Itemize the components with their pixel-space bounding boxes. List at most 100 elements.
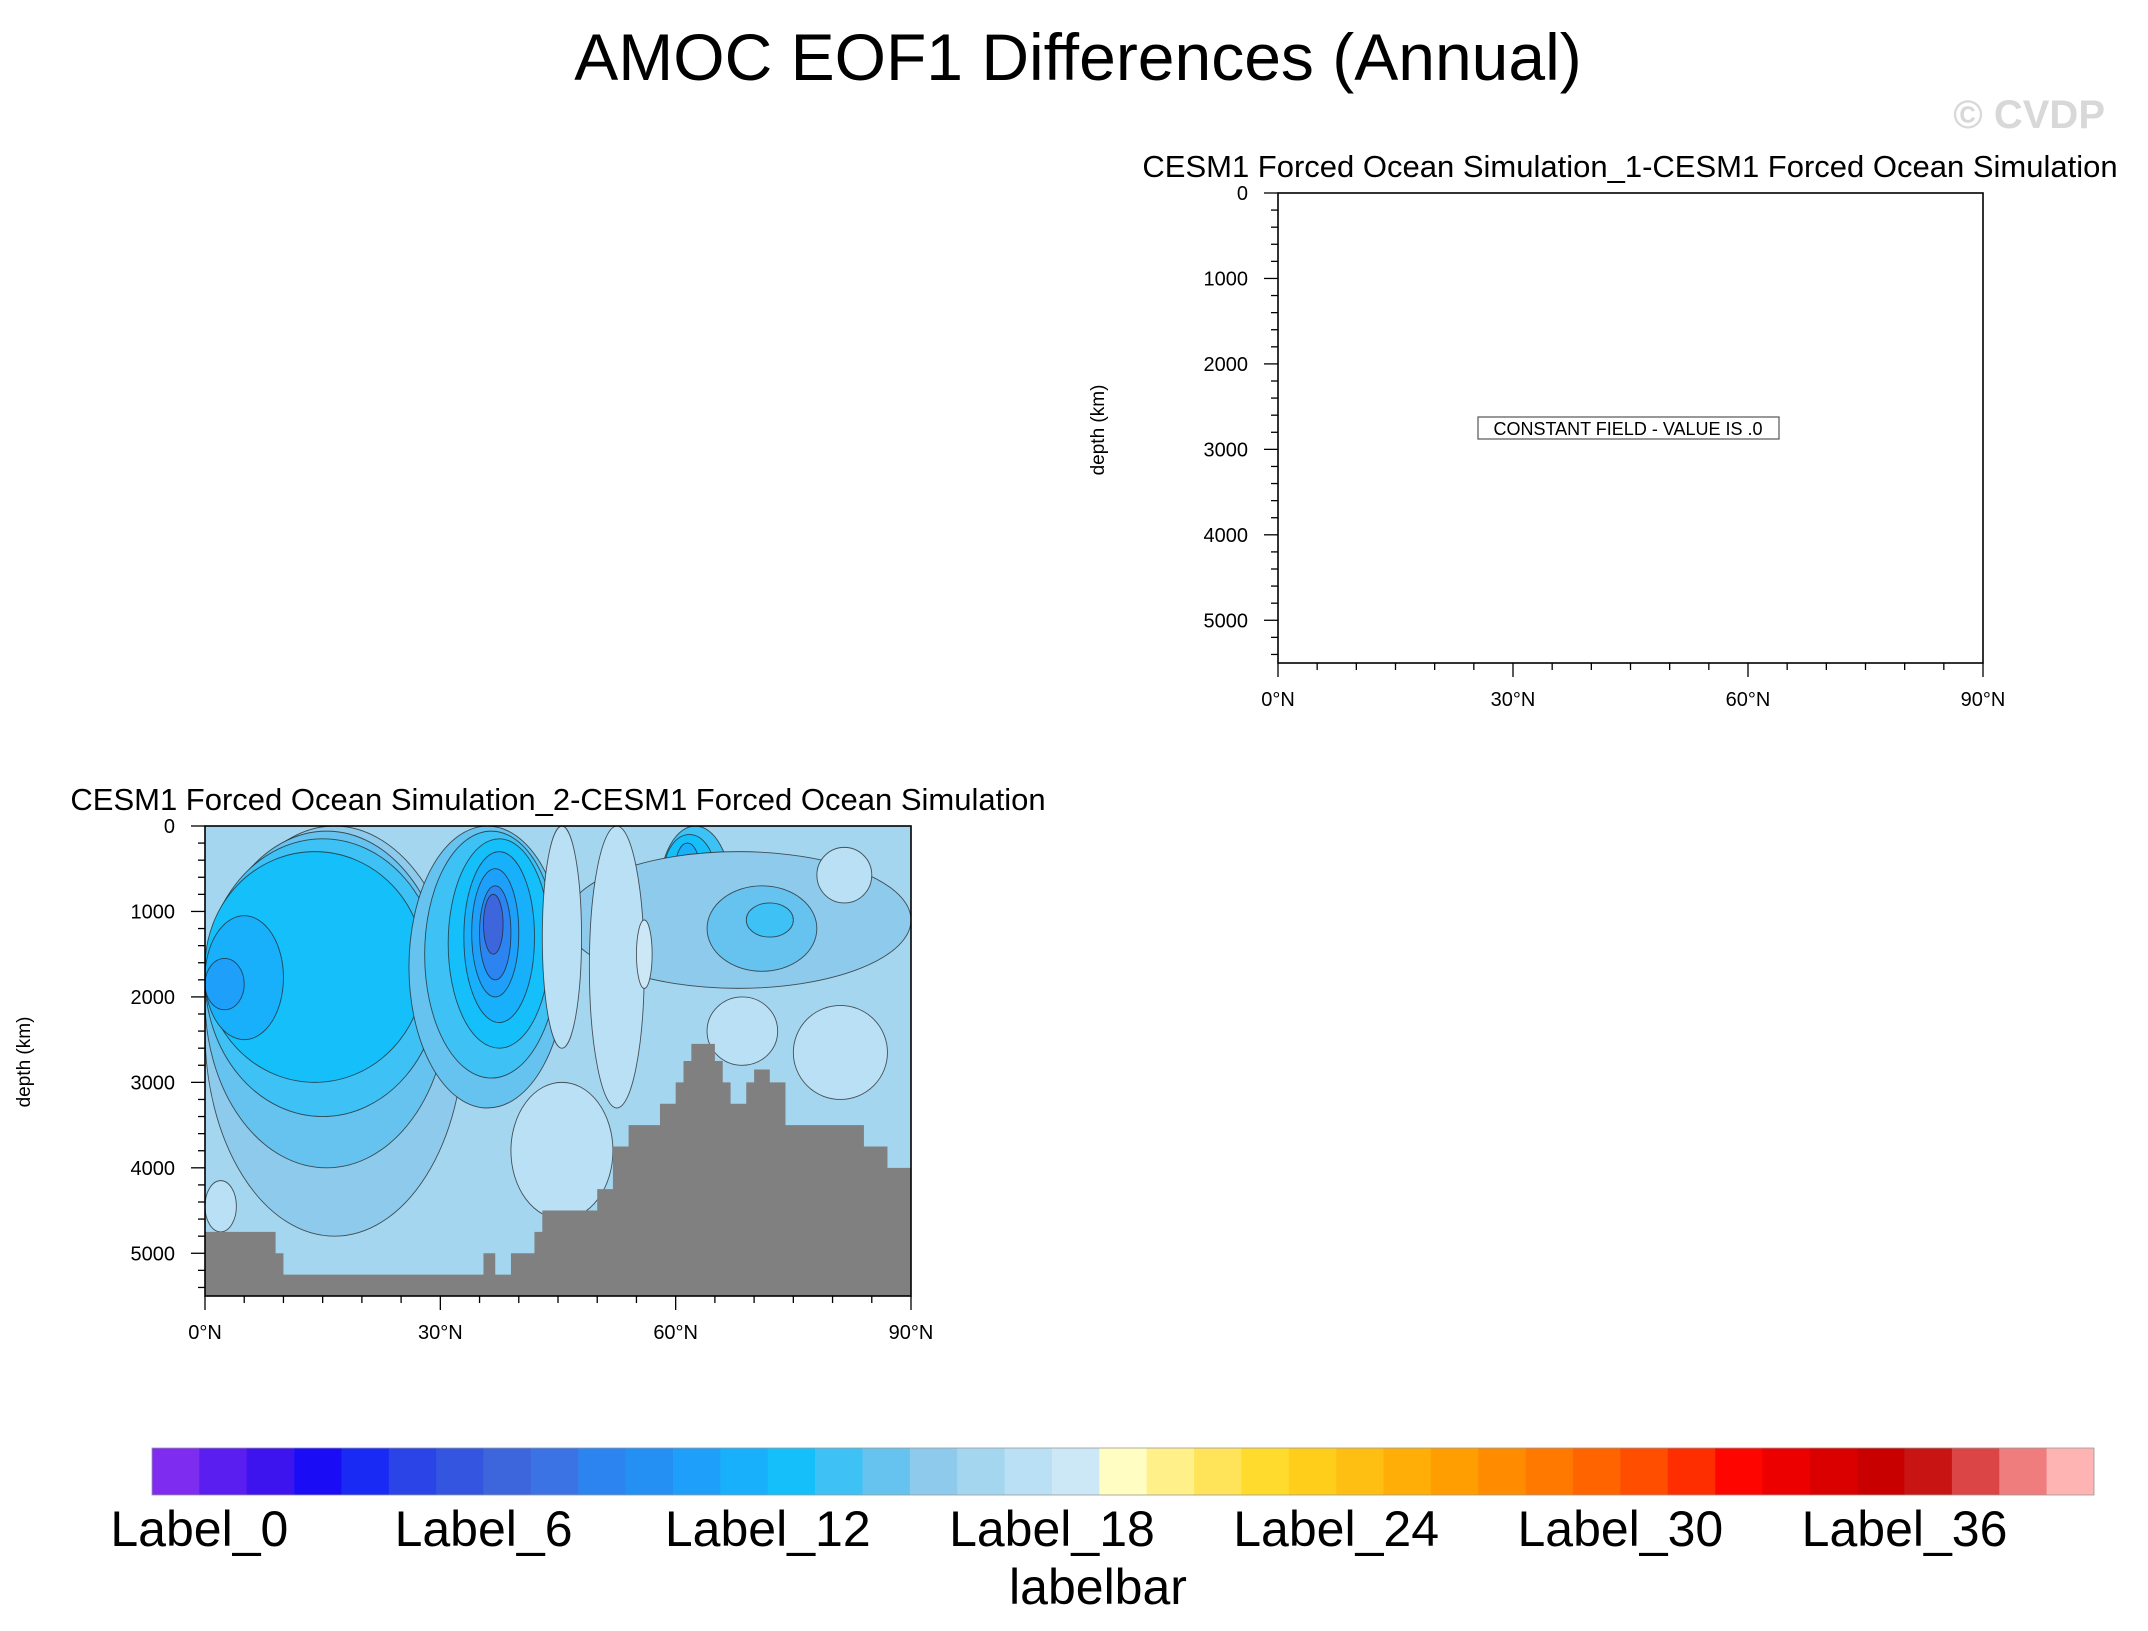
panel-1-y-tick-label: 4000: [1204, 525, 1249, 547]
panel-2-contour-region-12: [483, 893, 504, 955]
main-title: AMOC EOF1 Differences (Annual): [574, 20, 1581, 94]
panel-1-y-tick-label: 5000: [1204, 610, 1249, 632]
panel-1-y-tick-label: 3000: [1204, 439, 1249, 461]
labelbar-swatch: [1809, 1448, 1858, 1495]
labelbar-swatch: [1951, 1448, 2000, 1495]
labelbar-swatch: [1051, 1448, 1100, 1495]
panel-2-bathymetry-mask: [205, 1043, 911, 1296]
panel-1-y-tick-label: 0: [1237, 183, 1248, 205]
panel-2-x-tick-label: 0°N: [188, 1322, 222, 1344]
labelbar-swatch: [294, 1448, 342, 1495]
labelbar-swatch: [530, 1448, 579, 1495]
labelbar-label: Label_12: [665, 1501, 871, 1557]
labelbar-swatch: [1999, 1448, 2047, 1495]
labelbar-swatch: [625, 1448, 674, 1495]
labelbar-swatch: [199, 1448, 248, 1495]
labelbar-swatch: [720, 1448, 769, 1495]
labelbar-swatch: [1715, 1448, 1763, 1495]
labelbar-swatch: [1099, 1448, 1147, 1495]
panel-2-title: CESM1 Forced Ocean Simulation_2-CESM1 Fo…: [70, 782, 1045, 817]
labelbar-swatch: [862, 1448, 911, 1495]
panel-2-y-tick-label: 4000: [131, 1158, 176, 1180]
labelbar-label: Label_0: [110, 1501, 288, 1557]
labelbar-swatch: [1572, 1448, 1621, 1495]
panel-2-x-tick-label: 90°N: [889, 1322, 934, 1344]
panel-1-title: CESM1 Forced Ocean Simulation_1-CESM1 Fo…: [1142, 149, 2117, 184]
cvdp-watermark: © CVDP: [1953, 93, 2105, 137]
labelbar-swatch: [1762, 1448, 1811, 1495]
labelbar-label: Label_36: [1802, 1501, 2008, 1557]
panel-1-y-axis-title: depth (km): [1088, 385, 1109, 476]
labelbar-swatch: [815, 1448, 863, 1495]
labelbar-swatch: [1667, 1448, 1716, 1495]
panel-1-x-tick-label: 30°N: [1491, 689, 1536, 711]
panel-2-y-tick-label: 3000: [131, 1072, 176, 1094]
labelbar-swatch: [909, 1448, 958, 1495]
labelbar-swatch: [1430, 1448, 1479, 1495]
labelbar-swatch: [957, 1448, 1005, 1495]
labelbar-swatch: [341, 1448, 390, 1495]
labelbar-swatch: [1194, 1448, 1242, 1495]
panel-2-contour-region-19: [541, 826, 582, 1049]
panel-1-x-tick-label: 90°N: [1961, 689, 2006, 711]
labelbar-swatch: [1620, 1448, 1669, 1495]
labelbar-swatch: [246, 1448, 295, 1495]
labelbar-swatch: [1336, 1448, 1384, 1495]
panel-2-contour-region-24: [792, 1005, 888, 1100]
panel-2-x-tick-label: 60°N: [653, 1322, 698, 1344]
panel-2-axes: 0°N 30°N 60°N 90°N 0 1000 2000 3000 4000 5000: [131, 816, 934, 1344]
labelbar-swatch: [578, 1448, 626, 1495]
panel-2: CESM1 Forced Ocean Simulation_2-CESM1 Fo…: [14, 782, 1046, 1344]
labelbar-swatch: [436, 1448, 484, 1495]
panel-1-note-frame: [1477, 416, 1780, 440]
labelbar-label: Label_6: [395, 1501, 573, 1557]
panel-2-contour-region-23: [706, 996, 779, 1066]
panel-1: CESM1 Forced Ocean Simulation_1-CESM1 Fo…: [1088, 149, 2118, 711]
labelbar-swatches: [151, 1447, 2095, 1496]
labelbar-swatch: [767, 1448, 816, 1495]
panel-1-x-tick-label: 60°N: [1726, 689, 1771, 711]
labelbar-swatch: [1478, 1448, 1526, 1495]
panel-2-y-tick-label: 2000: [131, 987, 176, 1009]
labelbar-frame: [151, 1447, 2095, 1496]
panel-1-note-box: CONSTANT FIELD - VALUE IS .0: [1477, 416, 1780, 440]
panel-2-contour-region-5: [205, 958, 245, 1011]
labelbar-swatch: [1383, 1448, 1432, 1495]
panel-2-y-tick-label: 0: [164, 816, 175, 838]
labelbar-swatch: [673, 1448, 721, 1495]
panel-2-x-tick-label: 30°N: [418, 1322, 463, 1344]
labelbar: Label_0 Label_6 Label_12 Label_18 Label_24 La…: [110, 1447, 2095, 1615]
panel-1-y-tick-label: 1000: [1204, 268, 1249, 290]
labelbar-swatch: [152, 1448, 200, 1495]
labelbar-label: Label_30: [1517, 1501, 1723, 1557]
panel-2-contour-region-20: [588, 826, 645, 1109]
labelbar-swatch: [2046, 1448, 2095, 1495]
labelbar-swatch: [1241, 1448, 1290, 1495]
labelbar-label: Label_18: [949, 1501, 1155, 1557]
panel-1-axes: 0°N 30°N 60°N 90°N 0 1000 2000 3000 4000 5000: [1204, 183, 2006, 711]
labelbar-swatch: [1525, 1448, 1574, 1495]
labelbar-swatch: [1146, 1448, 1195, 1495]
panel-2-y-tick-label: 1000: [131, 901, 176, 923]
panel-2-contour-region-25: [816, 846, 873, 904]
panel-2-y-tick-label: 5000: [131, 1243, 176, 1265]
panel-2-bathymetry: [205, 1043, 911, 1296]
panel-2-contour-region-18: [745, 902, 794, 938]
panel-1-note: CONSTANT FIELD - VALUE IS .0: [1493, 419, 1762, 439]
labelbar-title: labelbar: [1009, 1559, 1187, 1615]
panel-1-x-tick-label: 0°N: [1261, 689, 1295, 711]
labelbar-swatch: [1288, 1448, 1337, 1495]
panel-2-contour-region-21: [635, 919, 653, 989]
labelbar-swatch: [388, 1448, 437, 1495]
labelbar-swatch: [1004, 1448, 1053, 1495]
panel-2-contour-region-26: [205, 1180, 237, 1233]
labelbar-swatch: [483, 1448, 532, 1495]
panel-1-y-tick-label: 2000: [1204, 354, 1249, 376]
labelbar-swatch: [1857, 1448, 1905, 1495]
panel-2-y-axis-title: depth (km): [14, 1017, 35, 1108]
labelbar-swatch: [1904, 1448, 1953, 1495]
labelbar-labels: Label_0 Label_6 Label_12 Label_18 Label_24 La…: [110, 1501, 2007, 1557]
labelbar-label: Label_24: [1233, 1501, 1439, 1557]
